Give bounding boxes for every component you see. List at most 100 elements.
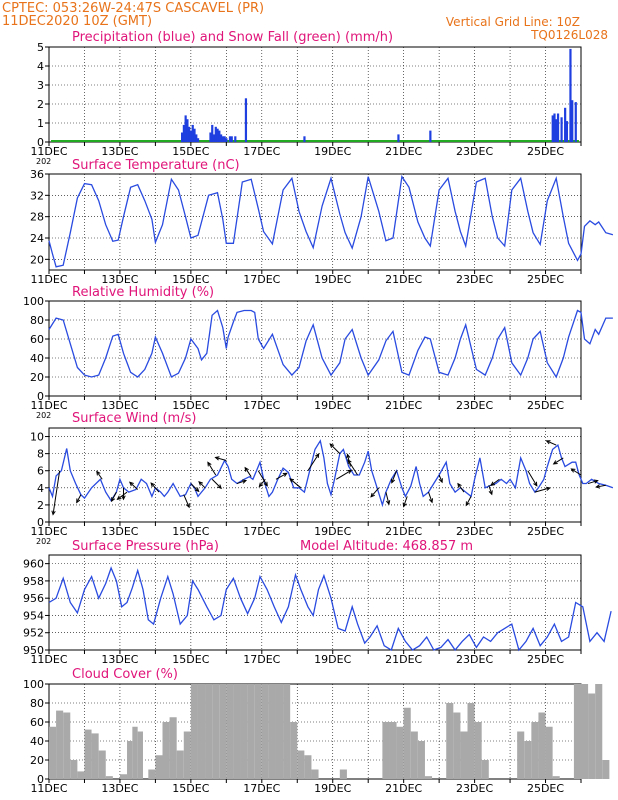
wind-vector-head — [241, 479, 248, 484]
cloud-cover-bar — [339, 769, 347, 779]
wind-vector-shaft — [96, 471, 103, 480]
wind-vector-shaft — [198, 481, 206, 489]
wind-vector — [236, 479, 248, 485]
cloud-cover-bar — [63, 712, 71, 779]
wind-vector-shaft — [571, 468, 582, 476]
humidity-panel: 0 20 40 60 80 100 11DEC 13DEC 15DEC 17DEC 19DEC 21D… — [23, 285, 613, 420]
cloud-cover-bar — [283, 684, 291, 779]
temperature-ytick-label: 28 — [30, 211, 44, 224]
pressure-xtick-label: 15DEC — [172, 653, 209, 666]
wind-vector-head — [552, 460, 558, 465]
cloud-cover-bar — [148, 769, 156, 779]
wind-vector — [96, 470, 103, 480]
precip-xtick-label: 25DEC — [527, 145, 564, 158]
wind-frame — [48, 427, 582, 523]
temperature-xtick-label: 19DEC — [314, 273, 351, 286]
precip-bar — [560, 117, 563, 142]
cloud-cover-bar — [197, 684, 206, 779]
humidity-xtick-label: 19DEC — [314, 399, 351, 412]
humidity-ytick-label: 80 — [30, 314, 44, 327]
wind-vector-shaft — [457, 483, 465, 493]
pressure-xtick-label: 21DEC — [385, 653, 422, 666]
wind-vector — [183, 494, 190, 509]
wind-vector-shaft — [490, 478, 500, 486]
wind-xtick-label: 13DEC — [101, 525, 138, 538]
wind-vector-shaft — [289, 478, 302, 489]
pressure-xtick-label: 13DEC — [101, 653, 138, 666]
wind-vector-head — [289, 478, 295, 483]
precip-bar — [555, 119, 558, 142]
humidity-line — [48, 309, 613, 379]
wind-vector-shaft — [244, 467, 252, 477]
cloud-cover-bar — [424, 776, 433, 779]
wind-vector-head — [347, 469, 353, 474]
wind-vector-head — [282, 472, 288, 477]
humidity-xtick-label: 15DEC — [172, 399, 209, 412]
cloud-xtick-label: 25DEC — [527, 782, 564, 795]
precip-bar — [182, 124, 185, 142]
pressure-ytick-label: 956 — [23, 592, 44, 605]
wind-xtick-label: 15DEC — [172, 525, 209, 538]
wind-vector — [257, 470, 268, 487]
precip-bar — [228, 136, 232, 142]
wind-vector-shaft — [438, 474, 443, 483]
wind-vector-head — [96, 470, 101, 476]
wind-vector — [457, 482, 465, 493]
wind-vector-head — [121, 495, 126, 501]
humidity-title: Relative Humidity (%) — [72, 285, 214, 300]
pressure-panel: 950 952 954 956 958 960 11DEC 13DEC 15DEC 17DEC 19… — [23, 539, 612, 666]
cloud-xtick-label: 17DEC — [243, 782, 280, 795]
cloud-cover-bar — [176, 750, 184, 779]
cloud-cover-bar — [254, 684, 262, 779]
cloud-cover-bar — [538, 712, 546, 779]
pressure-ytick-label: 958 — [23, 575, 44, 588]
cloud-ytick-label: 40 — [30, 735, 44, 748]
wind-vector-shaft — [215, 456, 227, 461]
wind-vector-head — [488, 490, 493, 496]
precip-bar — [303, 136, 306, 142]
cloud-cover-bar — [453, 712, 461, 779]
wind-vector-shaft — [275, 472, 288, 480]
wind-vector-shaft — [465, 496, 472, 506]
precip-bar — [574, 102, 577, 142]
precip-bar — [186, 119, 189, 142]
wind-vector-head — [593, 479, 599, 484]
wind-vector — [465, 496, 472, 507]
cloud-cover-bar — [474, 722, 482, 779]
wind-vector-shaft — [129, 481, 139, 490]
temperature-ytick-label: 32 — [30, 189, 44, 202]
precip-xtick-label: 15DEC — [172, 145, 209, 158]
wind-xtick-label: 25DEC — [527, 525, 564, 538]
pressure-xtick-label: 25DEC — [527, 653, 564, 666]
cloud-cover-bar — [226, 684, 234, 779]
cloud-cover-bar — [460, 731, 468, 779]
precip-xtick-label: 13DEC — [101, 145, 138, 158]
cloud-cover-bar — [581, 684, 589, 779]
wind-vector-shaft — [596, 484, 606, 488]
wind-panel: 0 2 4 6 8 10 11DEC 13DEC 15DEC 17DEC 19DEC 21DEC 23D… — [30, 411, 614, 546]
wind-vector-head — [329, 443, 335, 448]
wind-vector — [76, 494, 82, 504]
wind-vector — [307, 452, 320, 471]
humidity-xtick-label: 25DEC — [527, 399, 564, 412]
cloud-cover-bar — [595, 684, 603, 779]
wind-vector — [214, 456, 227, 461]
cloud-cover-bar — [417, 741, 425, 779]
cloud-cover-bar — [268, 684, 276, 779]
precip-bar — [553, 113, 556, 142]
wind-vector-shaft — [183, 494, 190, 508]
humidity-xtick-label: 11DEC — [30, 399, 67, 412]
precip-bar — [571, 100, 574, 142]
wind-vector-shaft — [150, 482, 160, 493]
wind-ytick-label: 0 — [37, 516, 44, 529]
temperature-xtick-label: 13DEC — [101, 273, 138, 286]
wind-xtick-label: 17DEC — [243, 525, 280, 538]
wind-ytick-label: 4 — [37, 482, 44, 495]
pressure-ytick-label: 960 — [23, 558, 44, 571]
wind-vector-head — [545, 440, 551, 445]
cloud-cover-bar — [169, 717, 177, 779]
wind-vector — [275, 472, 288, 480]
cloud-cover-bar — [127, 741, 133, 779]
wind-vector-shaft — [207, 462, 217, 476]
